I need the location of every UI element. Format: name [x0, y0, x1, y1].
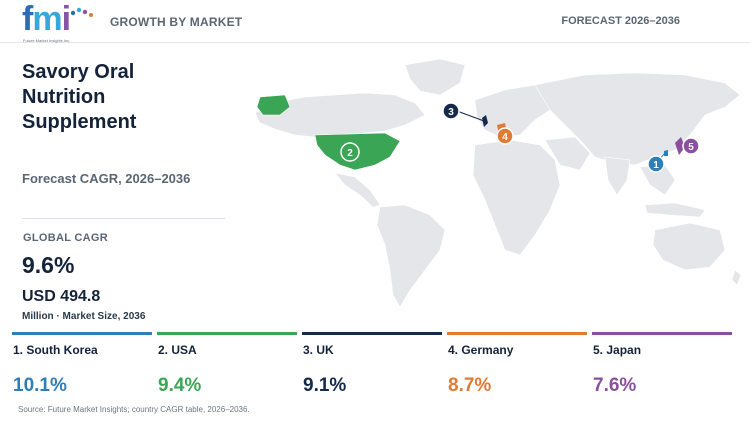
logo-wordmark: fmi [22, 0, 71, 38]
greenland-landmass [404, 58, 466, 96]
global-cagr-value: 9.6% [22, 252, 75, 278]
country-card-japan[interactable]: 5. Japan 7.6% [592, 332, 732, 402]
europe-landmass [474, 84, 556, 138]
card-accent-bar [447, 332, 587, 335]
svg-text:2: 2 [347, 148, 353, 159]
market-size-note: Million · Market Size, 2036 [22, 311, 146, 322]
svg-text:3: 3 [448, 107, 454, 118]
country-cards: 1. South Korea 10.1% 2. USA 9.4% 3. UK 9… [12, 332, 750, 402]
map-marker-3[interactable]: 3 [442, 102, 460, 120]
card-accent-bar [592, 332, 732, 335]
japan-highlight [675, 137, 685, 155]
section-label: GROWTH BY MARKET [110, 15, 243, 29]
canada-landmass [254, 92, 426, 138]
country-name: 5. Japan [593, 343, 642, 357]
map-marker-5[interactable]: 5 [682, 137, 700, 155]
africa-landmass [472, 139, 561, 256]
map-marker-4[interactable]: 4 [496, 127, 514, 145]
page-title: Savory Oral Nutrition Supplement [22, 61, 137, 133]
country-cagr: 10.1% [13, 375, 67, 396]
india-landmass [604, 156, 631, 196]
middle-east-landmass [544, 136, 591, 171]
country-card-south-korea[interactable]: 1. South Korea 10.1% [12, 332, 152, 402]
country-name: 3. UK [303, 343, 334, 357]
country-name: 1. South Korea [13, 343, 98, 357]
source-note: Source: Future Market Insights; country … [18, 405, 250, 414]
country-card-usa[interactable]: 2. USA 9.4% [157, 332, 297, 402]
country-cagr: 9.4% [158, 375, 202, 396]
country-name: 4. Germany [448, 343, 514, 357]
country-name: 2. USA [158, 343, 197, 357]
uk-leader-line [456, 110, 485, 122]
logo-dots-icon [70, 7, 93, 17]
central-america-landmass [334, 172, 381, 208]
new-zealand-landmass [731, 269, 742, 286]
country-card-uk[interactable]: 3. UK 9.1% [302, 332, 442, 402]
south-korea-highlight [664, 150, 668, 156]
country-cagr: 7.6% [593, 375, 637, 396]
land-masses [254, 58, 742, 308]
summary-divider [22, 218, 225, 219]
forecast-period-label: FORECAST 2026–2036 [561, 15, 680, 27]
south-america-landmass [376, 204, 446, 308]
forecast-heading: Forecast CAGR, 2026–2036 [22, 171, 191, 186]
fmi-logo[interactable]: fmi Future Market Insights Inc. [22, 1, 94, 43]
logo-tagline: Future Market Insights Inc. [23, 38, 71, 43]
card-accent-bar [157, 332, 297, 335]
map-marker-2[interactable]: 2 [340, 142, 360, 162]
alaska-highlight [256, 94, 291, 116]
uk-highlight [482, 115, 488, 127]
global-cagr-label: GLOBAL CAGR [23, 232, 108, 244]
svg-text:1: 1 [653, 160, 659, 171]
indonesia-landmass [644, 202, 706, 218]
svg-text:4: 4 [502, 132, 508, 143]
country-card-germany[interactable]: 4. Germany 8.7% [447, 332, 587, 402]
header-bar: fmi Future Market Insights Inc. GROWTH B… [0, 0, 750, 43]
world-map: 2 3 4 1 5 [254, 58, 742, 308]
country-cagr: 9.1% [303, 375, 347, 396]
svg-text:5: 5 [688, 142, 694, 153]
card-accent-bar [302, 332, 442, 335]
australia-landmass [652, 222, 726, 271]
map-marker-1[interactable]: 1 [647, 155, 665, 173]
market-size-value: USD 494.8 [22, 288, 101, 305]
card-accent-bar [12, 332, 152, 335]
country-cagr: 8.7% [448, 375, 492, 396]
